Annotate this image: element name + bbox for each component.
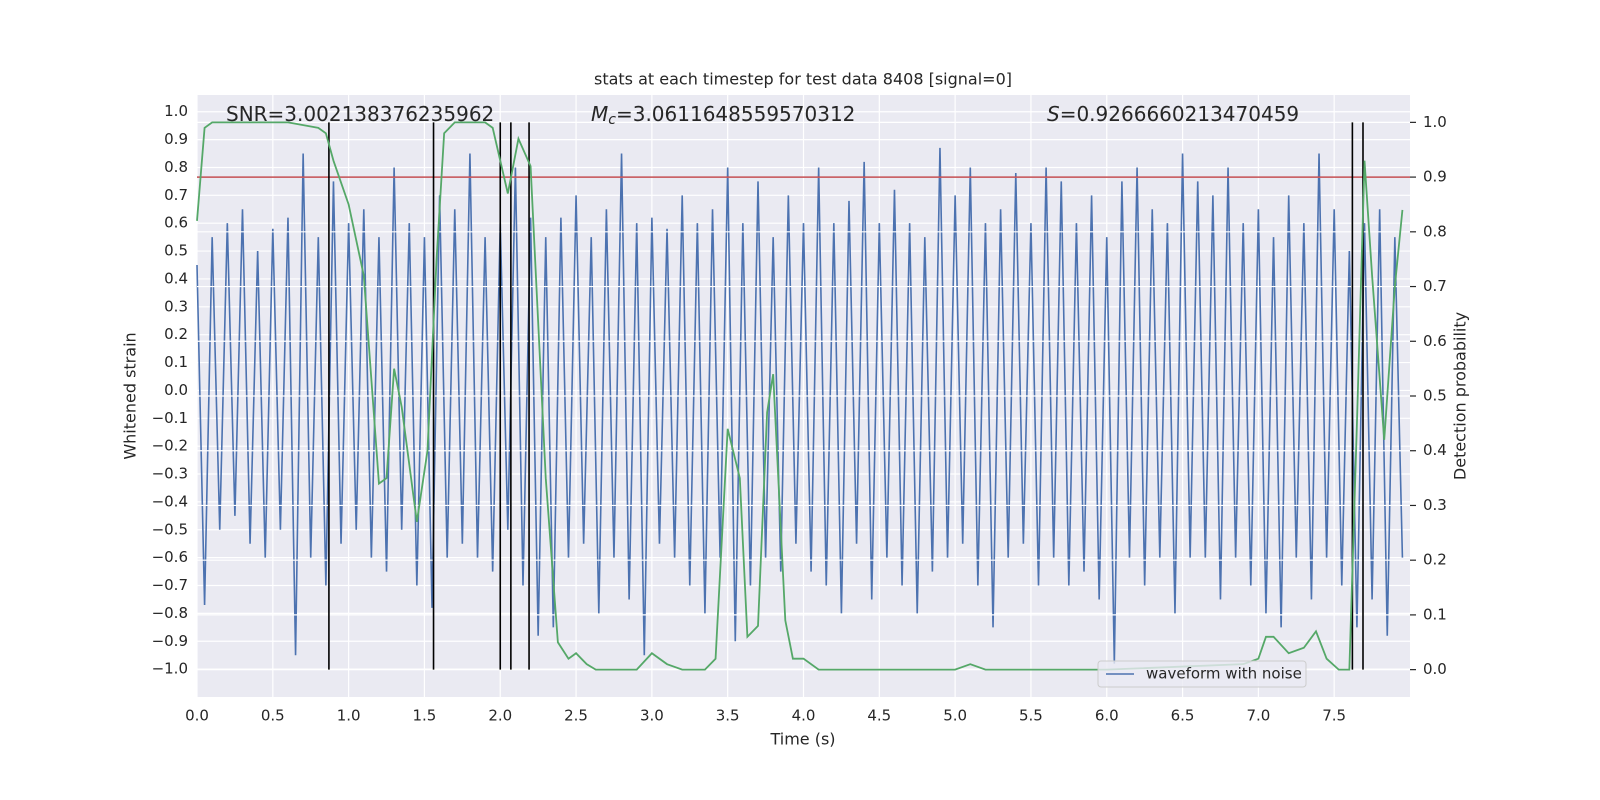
x-tick-label: 5.5 <box>1019 707 1043 725</box>
x-axis-label: Time (s) <box>769 730 835 749</box>
annotation-symbol: S <box>1047 102 1060 126</box>
x-tick-label: 1.5 <box>413 707 437 725</box>
annotation-symbol: M <box>591 102 608 126</box>
x-tick-label: 0.0 <box>185 707 209 725</box>
annotation-text: =3.0611648559570312 <box>616 102 855 126</box>
x-tick-label: 6.0 <box>1095 707 1119 725</box>
y-tick-label: −0.9 <box>152 632 188 650</box>
y-tick-label: 0.1 <box>164 353 188 371</box>
y-tick-label: 1.0 <box>164 102 188 120</box>
annotation: S=0.9266660213470459 <box>1047 102 1299 126</box>
x-tick-label: 6.5 <box>1171 707 1195 725</box>
y-tick-label: 0.4 <box>164 269 188 287</box>
y2-tick-label: 0.5 <box>1423 387 1447 405</box>
y-tick-label: 0.7 <box>164 186 188 204</box>
x-tick-label: 0.5 <box>261 707 285 725</box>
annotation-text: SNR=3.002138376235962 <box>226 102 494 126</box>
y-tick-label: −0.8 <box>152 604 188 622</box>
y2-tick-label: 0.0 <box>1423 660 1447 678</box>
legend-box <box>1097 660 1307 688</box>
y-axis-label: Whitened strain <box>121 332 140 459</box>
x-tick-label: 3.0 <box>640 707 664 725</box>
waveform-line <box>196 147 1404 664</box>
y-tick-label: −1.0 <box>152 660 188 678</box>
legend-label: waveform with noise <box>1146 665 1302 683</box>
x-tick-label: 2.0 <box>488 707 512 725</box>
y-tick-label: −0.1 <box>152 409 188 427</box>
y-tick-label: −0.6 <box>152 548 188 566</box>
annotation-subscript: c <box>608 112 616 128</box>
x-tick-label: 7.0 <box>1246 707 1270 725</box>
y2-tick-label: 1.0 <box>1423 113 1447 131</box>
y2-tick-label: 0.1 <box>1423 605 1447 623</box>
y-tick-label: −0.3 <box>152 465 188 483</box>
y2-tick-label: 0.2 <box>1423 551 1447 569</box>
y-tick-label: 0.9 <box>164 130 188 148</box>
y2-tick-label: 0.9 <box>1423 168 1447 186</box>
x-tick-label: 7.5 <box>1322 707 1346 725</box>
x-tick-label: 2.5 <box>564 707 588 725</box>
y2-tick-label: 0.8 <box>1423 222 1447 240</box>
y-tick-label: 0.6 <box>164 214 188 232</box>
y-tick-label: −0.7 <box>152 576 188 594</box>
y-tick-label: 0.5 <box>164 242 188 260</box>
x-tick-label: 3.5 <box>716 707 740 725</box>
y-tick-label: −0.4 <box>152 492 188 510</box>
chart-title: stats at each timestep for test data 840… <box>594 70 1012 89</box>
y-tick-label: 0.0 <box>164 381 188 399</box>
y-tick-label: 0.8 <box>164 158 188 176</box>
y-tick-label: 0.2 <box>164 325 188 343</box>
annotation: SNR=3.002138376235962 <box>226 102 494 126</box>
x-tick-label: 4.5 <box>867 707 891 725</box>
y2-tick-label: 0.6 <box>1423 332 1447 350</box>
y2-axis-label: Detection probability <box>1451 312 1470 480</box>
y2-tick-label: 0.7 <box>1423 277 1447 295</box>
annotation-text: =0.9266660213470459 <box>1060 102 1299 126</box>
y-tick-label: −0.5 <box>152 520 188 538</box>
y2-tick-label: 0.3 <box>1423 496 1447 514</box>
x-tick-label: 5.0 <box>943 707 967 725</box>
y2-tick-label: 0.4 <box>1423 441 1447 459</box>
x-tick-label: 4.0 <box>792 707 816 725</box>
y-tick-label: −0.2 <box>152 437 188 455</box>
probability-line <box>196 121 1404 671</box>
annotation: Mc=3.0611648559570312 <box>591 102 855 129</box>
x-tick-label: 1.0 <box>337 707 361 725</box>
y-tick-label: 0.3 <box>164 297 188 315</box>
